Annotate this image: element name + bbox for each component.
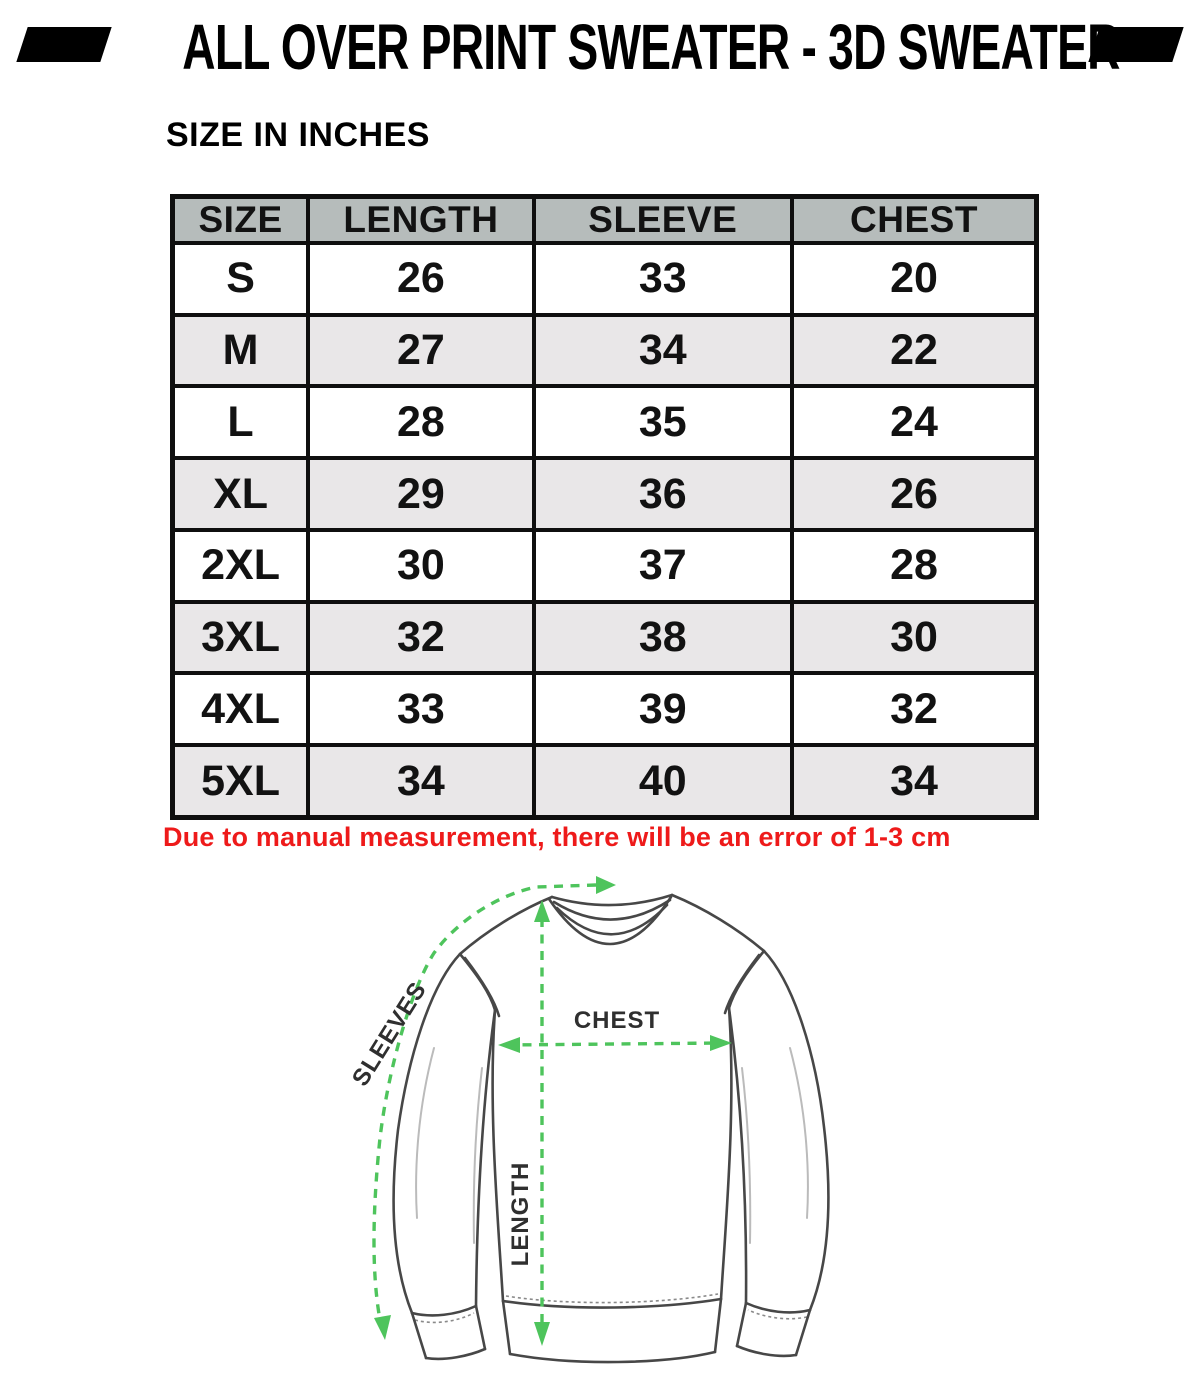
column-header: SLEEVE	[531, 194, 794, 245]
table-row: 2XL 30 37 28	[170, 527, 1039, 604]
measurement-error-note: Due to manual measurement, there will be…	[163, 822, 951, 852]
page-title: ALL OVER PRINT SWEATER - 3D SWEATER	[182, 11, 1120, 83]
value-cell: 30	[306, 527, 536, 604]
size-cell: L	[170, 384, 311, 461]
value-cell: 24	[789, 384, 1039, 461]
value-cell: 32	[306, 599, 536, 676]
value-cell: 30	[789, 599, 1039, 676]
size-cell: 5XL	[170, 743, 311, 820]
value-cell: 33	[531, 241, 794, 317]
value-cell: 20	[789, 241, 1039, 317]
value-cell: 29	[306, 456, 536, 532]
length-measure-arrow	[534, 900, 550, 1346]
sweater-outline	[392, 893, 830, 1364]
value-cell: 34	[789, 743, 1039, 820]
table-row: L 28 35 24	[170, 384, 1039, 461]
table-row: 3XL 32 38 30	[170, 599, 1039, 676]
value-cell: 22	[789, 312, 1039, 389]
sweater-diagram: CHEST SLEEVES LENGTH	[347, 876, 830, 1364]
size-table-body: S 26 33 20 M 27 34 22 L 28 35 24 XL 29 36 26 2XL 30 37 28 3X…	[170, 241, 1039, 820]
size-cell: 4XL	[170, 671, 311, 748]
length-label: LENGTH	[507, 1162, 534, 1267]
value-cell: 33	[306, 671, 536, 748]
size-cell: S	[170, 241, 311, 317]
sleeves-measure-arrow	[372, 876, 616, 1340]
table-row: 5XL 34 40 34	[170, 743, 1039, 820]
table-row: M 27 34 22	[170, 312, 1039, 389]
table-row: XL 29 36 26	[170, 456, 1039, 532]
column-header: SIZE	[170, 194, 311, 245]
size-cell: 2XL	[170, 527, 311, 604]
value-cell: 37	[531, 527, 794, 604]
value-cell: 26	[306, 241, 536, 317]
value-cell: 35	[531, 384, 794, 461]
page-title-row: ALL OVER PRINT SWEATER - 3D SWEATER	[0, 11, 1200, 83]
chest-measure-arrow	[498, 1035, 732, 1053]
value-cell: 26	[789, 456, 1039, 532]
value-cell: 34	[306, 743, 536, 820]
value-cell: 36	[531, 456, 794, 532]
table-row: S 26 33 20	[170, 241, 1039, 317]
value-cell: 39	[531, 671, 794, 748]
column-header: LENGTH	[306, 194, 536, 245]
value-cell: 32	[789, 671, 1039, 748]
column-header: CHEST	[789, 194, 1039, 245]
value-cell: 28	[306, 384, 536, 461]
value-cell: 28	[789, 527, 1039, 604]
value-cell: 34	[531, 312, 794, 389]
size-cell: M	[170, 312, 311, 389]
value-cell: 27	[306, 312, 536, 389]
size-table-container: SIZE LENGTH SLEEVE CHEST S 26 33 20 M 27 34 22 L 28 3…	[170, 194, 1039, 820]
size-table: SIZE LENGTH SLEEVE CHEST S 26 33 20 M 27 34 22 L 28 3…	[170, 194, 1039, 820]
size-cell: XL	[170, 456, 311, 532]
value-cell: 38	[531, 599, 794, 676]
size-units-heading: SIZE IN INCHES	[166, 116, 430, 154]
header-row: SIZE LENGTH SLEEVE CHEST	[170, 194, 1039, 245]
table-row: 4XL 33 39 32	[170, 671, 1039, 748]
size-cell: 3XL	[170, 599, 311, 676]
value-cell: 40	[531, 743, 794, 820]
chest-label: CHEST	[574, 1007, 660, 1034]
